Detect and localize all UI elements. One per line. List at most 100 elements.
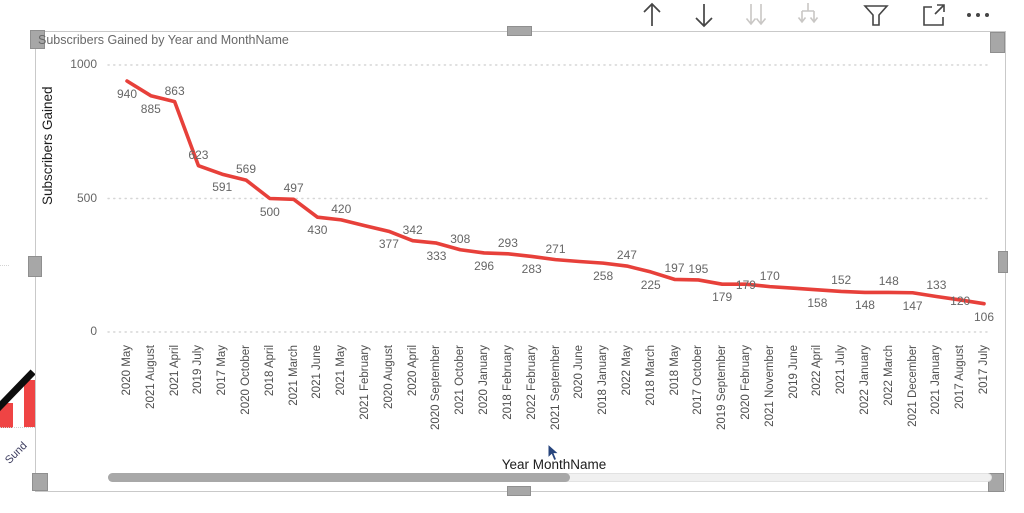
x-axis-label[interactable]: 2022 January	[858, 345, 871, 415]
arrow-down-icon	[690, 4, 718, 33]
x-axis-label[interactable]: 2021 June	[311, 345, 324, 399]
data-label: 283	[521, 262, 542, 277]
data-label: 179	[735, 278, 756, 293]
x-axis-label[interactable]: 2021 October	[454, 345, 467, 415]
data-label: 106	[973, 309, 995, 324]
x-axis-label[interactable]: 2017 October	[692, 345, 705, 415]
expand-all-down-icon	[794, 3, 822, 33]
drill-to-next-level-button[interactable]	[742, 1, 772, 29]
x-axis-label[interactable]: 2020 January	[478, 345, 491, 415]
x-axis-title: Year MonthName	[501, 457, 607, 472]
x-axis-label[interactable]: 2018 March	[644, 345, 657, 406]
resize-handle-right-middle[interactable]	[998, 251, 1008, 273]
x-axis-label[interactable]: 2020 April	[406, 345, 419, 397]
data-label: 623	[188, 147, 209, 162]
resize-handle-bottom-left[interactable]	[32, 473, 48, 491]
resize-handle-bottom-right[interactable]	[988, 473, 1004, 492]
x-axis-label[interactable]: 2020 August	[382, 345, 395, 409]
data-label: 569	[236, 162, 257, 177]
filter-funnel-icon	[862, 5, 890, 33]
data-label: 333	[426, 249, 447, 264]
data-label: 195	[688, 261, 709, 276]
x-axis-label[interactable]: 2018 February	[501, 345, 514, 420]
data-label: 293	[497, 235, 518, 250]
expand-all-button[interactable]	[794, 1, 824, 29]
resize-handle-left-middle[interactable]	[28, 256, 42, 277]
data-label: 158	[807, 295, 828, 310]
data-label: 133	[926, 278, 947, 293]
x-axis-label[interactable]: 2021 March	[287, 345, 300, 406]
x-axis-label[interactable]: 2021 July	[835, 345, 848, 395]
data-label: 885	[140, 101, 161, 116]
drill-up-button[interactable]	[638, 1, 668, 29]
y-tick-label: 1000	[70, 57, 97, 71]
x-axis-label[interactable]: 2017 August	[954, 345, 967, 409]
resize-handle-bottom-middle[interactable]	[507, 486, 531, 496]
x-axis-label[interactable]: 2020 May	[121, 345, 133, 396]
x-axis-label[interactable]: 2022 April	[811, 345, 824, 397]
line-series[interactable]	[125, 79, 986, 306]
data-label: 296	[474, 258, 495, 273]
resize-handle-top-right[interactable]	[990, 32, 1005, 53]
data-label: 197	[664, 261, 685, 276]
drill-down-button[interactable]	[690, 1, 720, 29]
data-label: 148	[854, 298, 875, 313]
data-label: 377	[378, 237, 399, 252]
filters-button[interactable]	[862, 1, 892, 29]
x-axis-label[interactable]: 2022 May	[620, 345, 633, 396]
data-label: 500	[259, 204, 280, 219]
data-label: 342	[402, 222, 423, 237]
data-label: 863	[164, 83, 185, 98]
adjacent-bar	[0, 403, 13, 428]
x-axis-label[interactable]: 2021 September	[549, 345, 562, 431]
x-axis-label[interactable]: 2017 May	[216, 345, 229, 396]
x-axis-label[interactable]: 2020 September	[430, 345, 443, 431]
x-axis-label[interactable]: 2021 May	[335, 345, 348, 396]
data-label: 179	[712, 290, 733, 305]
data-label: 148	[878, 274, 899, 289]
x-axis-label[interactable]: 2021 December	[906, 345, 919, 427]
adjacent-bar	[24, 380, 35, 427]
data-label: 170	[759, 268, 780, 283]
ellipsis-icon	[964, 13, 992, 33]
data-label: 940	[116, 87, 138, 102]
x-axis-label[interactable]: 2019 July	[192, 345, 205, 395]
adjacent-visual-fragment: Sund	[0, 358, 35, 508]
x-axis-label[interactable]: 2018 January	[597, 345, 610, 415]
x-axis-label[interactable]: 2020 October	[240, 345, 253, 415]
x-axis-label[interactable]: 2021 November	[763, 345, 776, 427]
resize-handle-top-left[interactable]	[30, 30, 45, 49]
x-axis-label[interactable]: 2019 June	[787, 345, 800, 399]
data-label: 120	[950, 293, 971, 308]
x-axis-label[interactable]: 2020 February	[739, 345, 752, 420]
x-axis-label[interactable]: 2021 January	[930, 345, 943, 415]
data-label: 225	[640, 277, 661, 292]
x-scrollbar-thumb[interactable]	[108, 473, 570, 482]
data-label: 591	[212, 180, 233, 195]
x-axis-label[interactable]: 2022 March	[882, 345, 895, 406]
x-axis-label[interactable]: 2018 May	[668, 345, 681, 396]
y-tick-label: 0	[90, 324, 97, 338]
x-axis-label[interactable]: 2020 June	[573, 345, 586, 399]
mouse-cursor-icon	[547, 442, 561, 467]
x-axis-label[interactable]: 2017 July	[978, 345, 990, 395]
x-axis-label[interactable]: 2021 April	[168, 345, 181, 397]
data-label: 147	[902, 298, 923, 313]
x-axis-label[interactable]: 2021 August	[144, 345, 157, 409]
arrow-up-icon	[638, 2, 666, 33]
focus-mode-icon	[920, 4, 948, 33]
focus-mode-button[interactable]	[920, 1, 950, 29]
data-label: 420	[331, 201, 352, 216]
x-axis-label[interactable]: 2021 February	[359, 345, 372, 420]
more-options-button[interactable]	[964, 1, 994, 29]
x-axis-label[interactable]: 2022 February	[525, 345, 538, 420]
data-label: 271	[545, 241, 566, 256]
data-label: 247	[616, 248, 637, 263]
x-axis-label[interactable]: 2018 April	[263, 345, 276, 397]
data-label: 430	[307, 223, 328, 238]
x-axis-label[interactable]: 2019 September	[716, 345, 729, 431]
resize-handle-top-middle[interactable]	[507, 26, 532, 36]
y-tick-label: 500	[76, 190, 97, 205]
